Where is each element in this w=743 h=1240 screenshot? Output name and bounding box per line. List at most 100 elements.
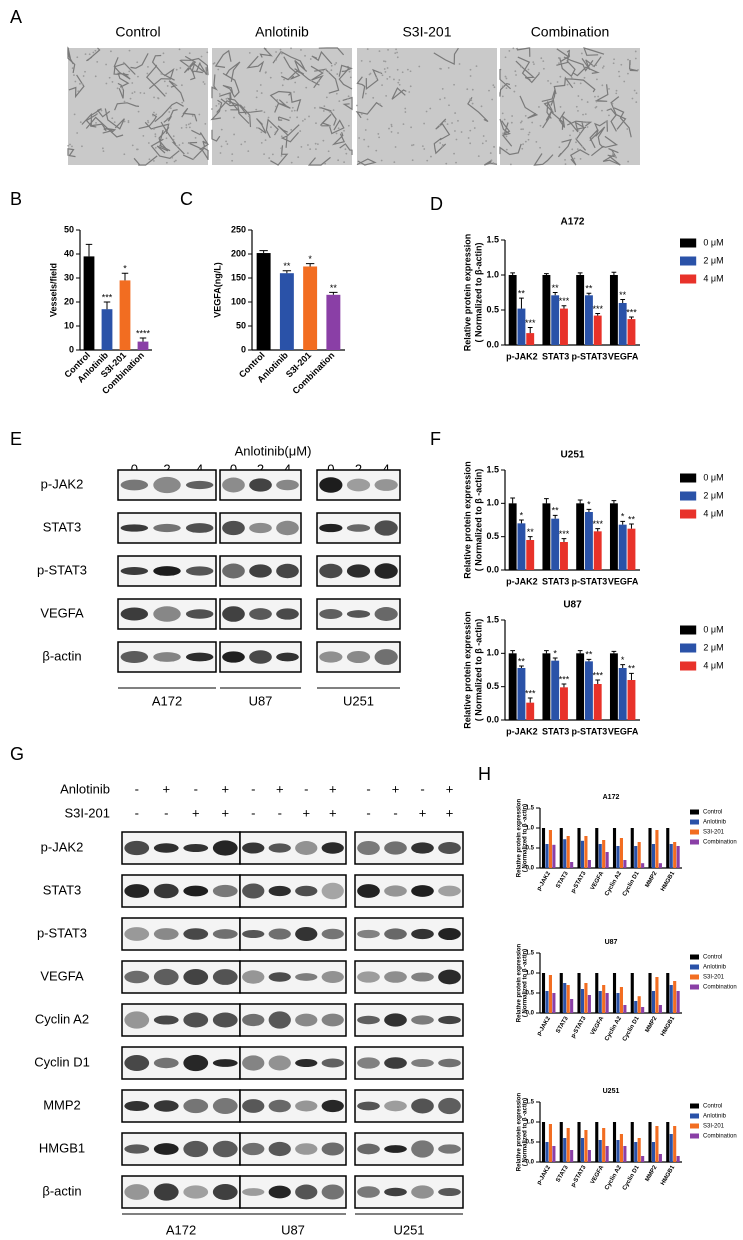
cell [540, 57, 543, 60]
cell [194, 136, 197, 139]
dose-label: 0 [230, 461, 237, 476]
cell [390, 123, 393, 126]
x-tick-label: Cyclin A2 [604, 870, 623, 897]
bar [587, 1150, 591, 1162]
cell [275, 58, 278, 61]
blot-band [346, 564, 371, 578]
vessel [265, 118, 279, 139]
vessel [319, 113, 332, 127]
blot-band [346, 478, 371, 492]
dose-label: 2 [257, 461, 264, 476]
vessel [558, 111, 572, 128]
blot-band [295, 1143, 318, 1155]
blot-band [438, 927, 461, 941]
legend-swatch [690, 829, 699, 835]
legend-swatch [690, 954, 699, 960]
vessel [86, 47, 101, 62]
vessel [563, 56, 594, 72]
y-tick-label: 150 [231, 272, 246, 282]
vessel [156, 129, 169, 154]
legend-label: Combination [703, 1134, 737, 1140]
cell [378, 50, 381, 53]
cell [337, 127, 340, 130]
x-tick-label: VEGFA [608, 351, 639, 361]
cell [154, 135, 157, 138]
x-tick-label: Combination [291, 350, 337, 396]
cell [96, 60, 99, 63]
bar [627, 680, 636, 720]
blot-band [276, 652, 299, 662]
cell [408, 91, 411, 93]
cell [542, 60, 545, 63]
blot-band [295, 1058, 318, 1068]
cell [269, 76, 272, 79]
cell [248, 115, 250, 118]
micrograph-title: S3I-201 [402, 24, 451, 40]
cell [84, 53, 87, 56]
vessel [151, 54, 175, 81]
x-tick-label: Cyclin A2 [604, 1164, 623, 1191]
error-bar [577, 272, 583, 275]
cell [455, 161, 457, 164]
vessel [277, 124, 300, 137]
cell [203, 83, 206, 85]
cell [455, 138, 458, 141]
blot-band [384, 1100, 407, 1112]
protein-label: Cyclin A2 [35, 1011, 89, 1026]
cell [169, 107, 172, 110]
protein-label: STAT3 [43, 882, 82, 897]
vessel [516, 47, 531, 57]
legend-label: S3I-201 [703, 975, 725, 981]
cell [289, 116, 291, 119]
blot-band [185, 480, 214, 490]
bar [580, 840, 585, 868]
bar [587, 860, 591, 868]
cell [139, 92, 142, 94]
cell [520, 65, 522, 68]
x-tick-label: VEGFA [608, 576, 639, 586]
treatment-sign: - [135, 781, 139, 796]
cell [457, 119, 459, 122]
y-tick-label: 1.0 [526, 826, 535, 832]
cell [110, 50, 112, 53]
y-tick-label: 1.0 [486, 648, 499, 658]
blot-band [222, 477, 245, 493]
cell [612, 62, 615, 65]
cell [345, 152, 348, 155]
blot-band [411, 1140, 434, 1158]
cell [524, 115, 527, 117]
bar [623, 860, 627, 868]
cell [324, 162, 327, 165]
bar [545, 1142, 549, 1162]
cell [580, 98, 583, 101]
blot-band [212, 1059, 238, 1067]
cell [309, 58, 312, 60]
cell [438, 124, 441, 127]
cell [260, 131, 263, 134]
legend-swatch [680, 661, 697, 671]
cell [575, 105, 578, 108]
cell [173, 83, 176, 85]
cell [542, 67, 545, 70]
vessel [67, 148, 76, 158]
cell [448, 104, 450, 107]
bar [326, 294, 341, 350]
legend-swatch [690, 809, 699, 815]
protein-label: p-JAK2 [41, 839, 84, 854]
cell [265, 71, 267, 74]
legend-label: Combination [703, 985, 737, 991]
blot-band [346, 650, 371, 664]
cell [276, 99, 279, 101]
cell [356, 104, 358, 107]
legend-swatch [690, 984, 699, 990]
blot-band [438, 1058, 461, 1068]
y-tick-label: 40 [64, 248, 74, 258]
cell [180, 84, 183, 87]
bar [517, 308, 526, 345]
cell-line-label: A172 [166, 1222, 196, 1237]
cell [300, 49, 302, 51]
cell [94, 49, 97, 52]
y-tick-label: 0.0 [526, 1011, 535, 1017]
bar [605, 1146, 609, 1162]
cell [131, 144, 134, 147]
